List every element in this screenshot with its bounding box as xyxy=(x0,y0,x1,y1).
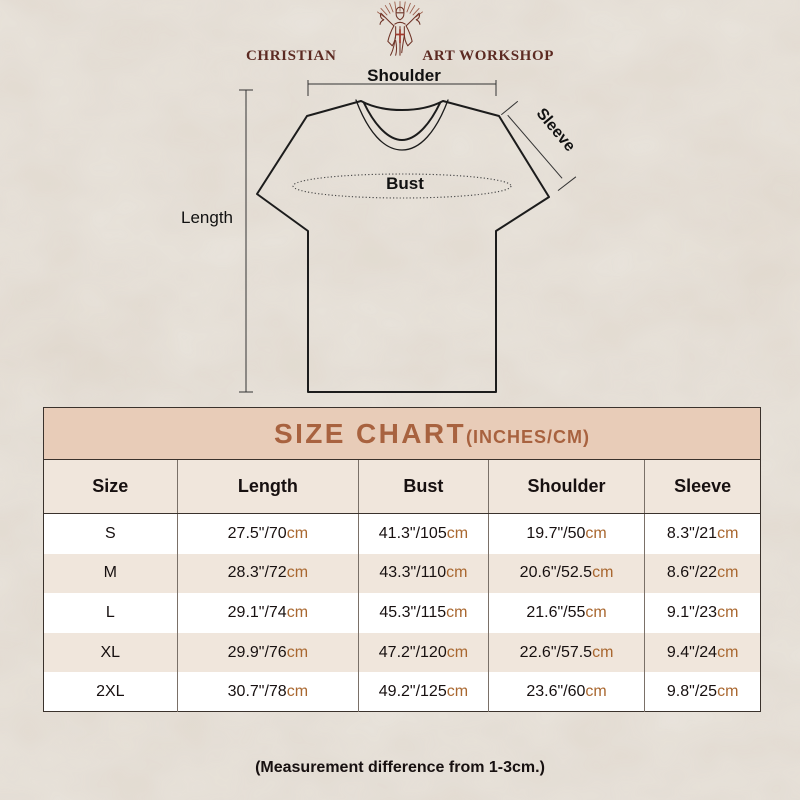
svg-text:Bust: Bust xyxy=(386,174,424,193)
svg-text:Shoulder: Shoulder xyxy=(367,66,441,85)
svg-text:Length: Length xyxy=(181,208,233,227)
svg-text:Sleeve: Sleeve xyxy=(533,105,579,155)
